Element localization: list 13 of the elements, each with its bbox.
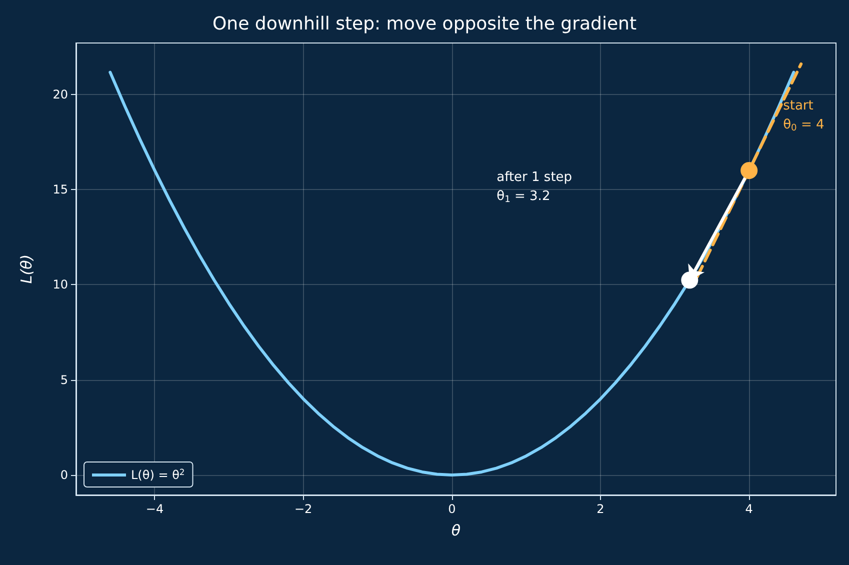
y-tick-label: 15 (52, 182, 68, 197)
x-tick-label: 4 (745, 502, 753, 516)
y-tick-label: 5 (60, 372, 68, 387)
x-tick-label: −2 (294, 502, 312, 516)
chart-title: One downhill step: move opposite the gradient (212, 14, 636, 34)
y-tick-label: 20 (52, 87, 68, 102)
x-tick-label: −4 (146, 502, 164, 516)
x-tick-label: 2 (596, 502, 604, 516)
y-axis-title: L(θ) (18, 254, 36, 284)
x-axis-title: θ (451, 522, 461, 540)
y-tick-label: 0 (60, 468, 68, 482)
y-tick-label: 10 (52, 278, 68, 292)
x-tick-label: 0 (448, 502, 456, 516)
